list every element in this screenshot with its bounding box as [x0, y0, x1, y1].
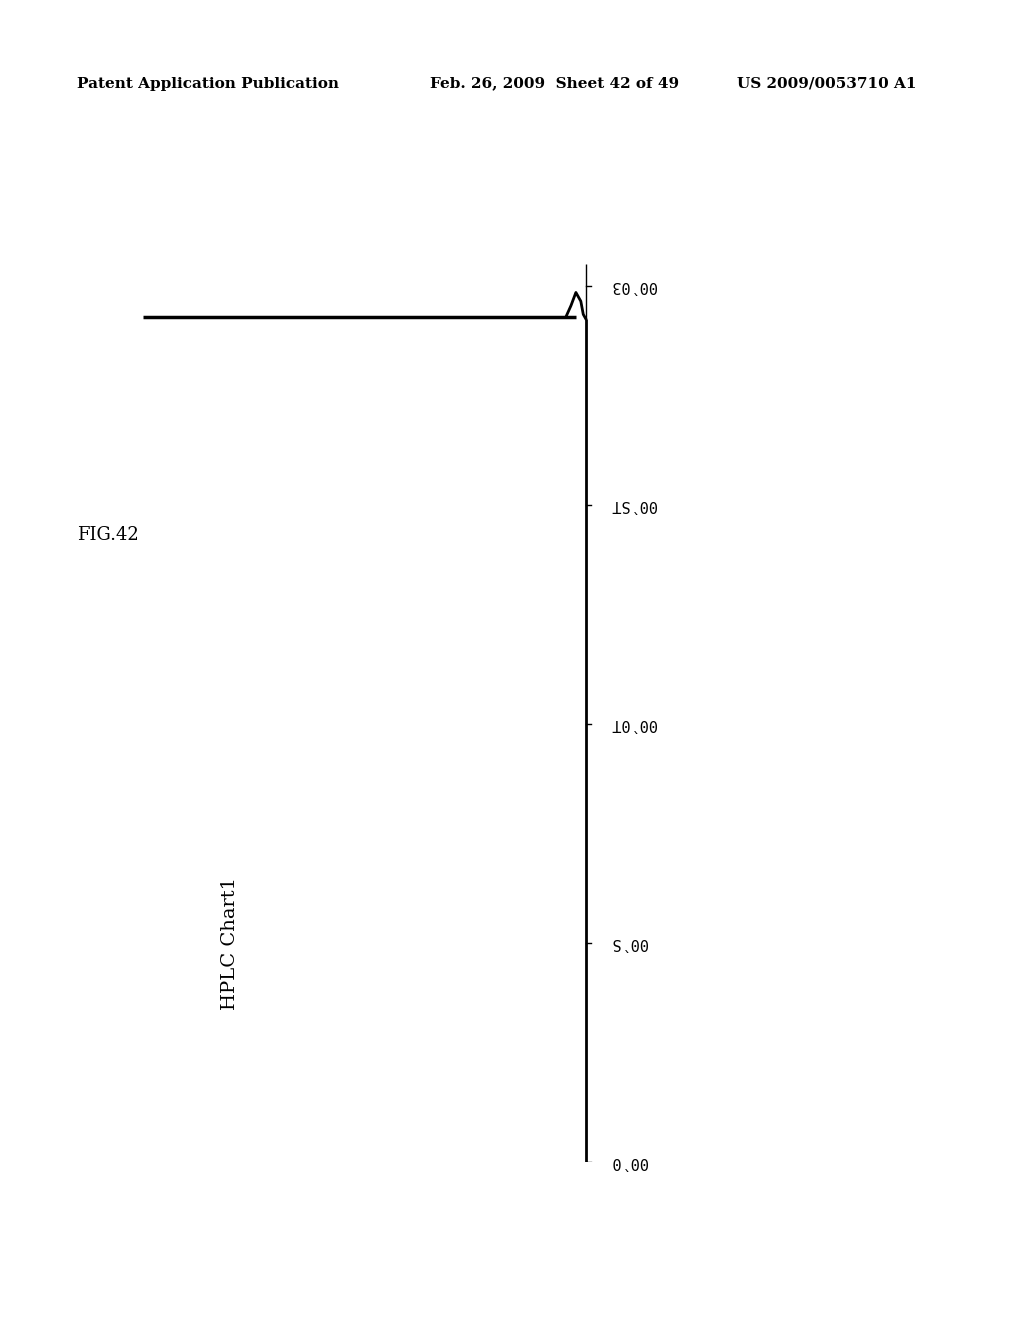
Text: US 2009/0053710 A1: US 2009/0053710 A1	[737, 77, 916, 91]
Text: 00`0T: 00`0T	[610, 717, 656, 731]
Text: 00`S: 00`S	[610, 935, 647, 950]
Text: Feb. 26, 2009  Sheet 42 of 49: Feb. 26, 2009 Sheet 42 of 49	[430, 77, 679, 91]
Text: 00`03: 00`03	[610, 279, 656, 293]
Text: Patent Application Publication: Patent Application Publication	[77, 77, 339, 91]
Text: 00`0: 00`0	[610, 1154, 647, 1170]
Text: 00`ST: 00`ST	[610, 498, 656, 512]
Text: HPLC Chart1: HPLC Chart1	[221, 878, 240, 1010]
Text: FIG.42: FIG.42	[77, 525, 138, 544]
